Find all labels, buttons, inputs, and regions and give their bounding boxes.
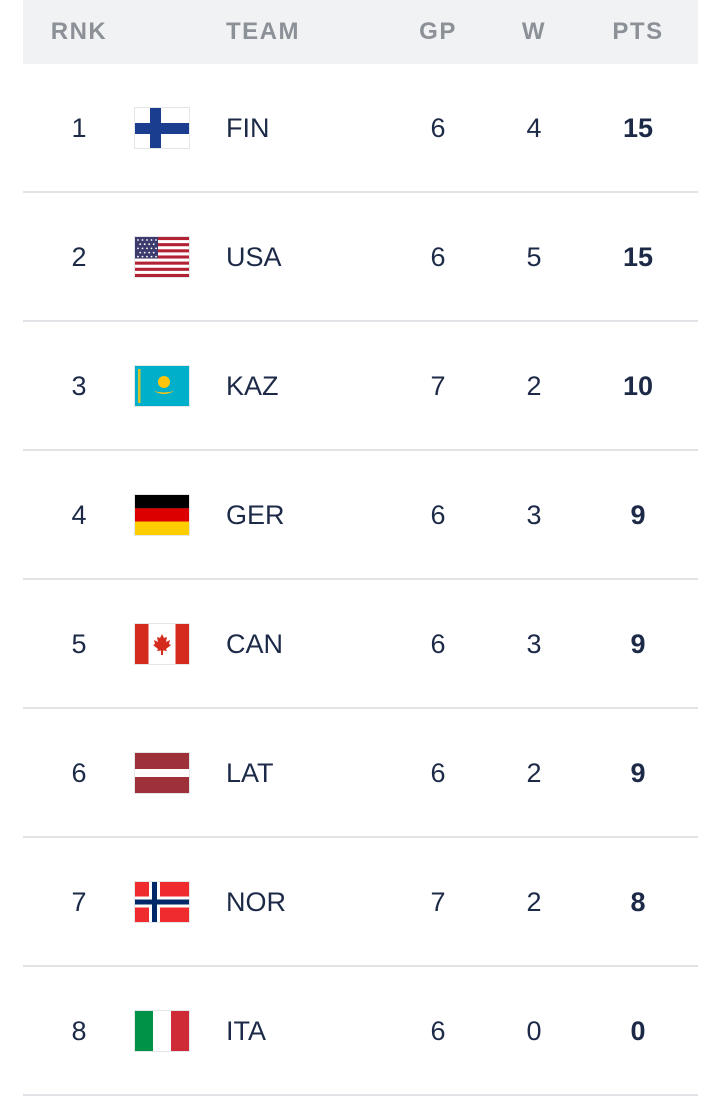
- games-played-cell: 6: [430, 112, 446, 143]
- finland-flag-icon: [135, 107, 189, 148]
- norway-flag-icon: [135, 881, 189, 922]
- games-played-cell: 7: [430, 886, 446, 917]
- table-row[interactable]: 3 KAZ 7 2 10: [23, 322, 698, 451]
- wins-cell: 3: [526, 628, 542, 659]
- header-team[interactable]: TEAM: [226, 18, 300, 45]
- team-cell[interactable]: ITA: [226, 1015, 266, 1046]
- table-row[interactable]: 1 FIN 6 4 15: [23, 64, 698, 193]
- team-cell[interactable]: USA: [226, 241, 282, 272]
- standings-table: RNK TEAM GP W PTS 1 FIN 6 4 15 2: [23, 0, 698, 1096]
- points-cell: 0: [630, 1015, 646, 1046]
- canada-flag-icon: [135, 623, 189, 664]
- points-cell: 15: [622, 241, 654, 272]
- wins-cell: 5: [526, 241, 542, 272]
- header-games-played[interactable]: GP: [419, 18, 457, 45]
- wins-cell: 2: [526, 370, 542, 401]
- points-cell: 9: [630, 499, 646, 530]
- wins-cell: 0: [526, 1015, 542, 1046]
- wins-cell: 3: [526, 499, 542, 530]
- rank-cell: 2: [71, 241, 87, 272]
- table-row[interactable]: 8 ITA 6 0 0: [23, 967, 698, 1096]
- team-cell[interactable]: FIN: [226, 112, 270, 143]
- points-cell: 8: [630, 886, 646, 917]
- header-wins[interactable]: W: [521, 18, 547, 45]
- table-row[interactable]: 2 USA 6 5: [23, 193, 698, 322]
- points-cell: 10: [622, 370, 654, 401]
- team-cell[interactable]: CAN: [226, 628, 284, 659]
- points-cell: 15: [622, 112, 654, 143]
- rank-cell: 7: [71, 886, 87, 917]
- rank-cell: 8: [71, 1015, 87, 1046]
- italy-flag-icon: [135, 1010, 189, 1051]
- table-row[interactable]: 7 NOR 7 2 8: [23, 838, 698, 967]
- wins-cell: 4: [526, 112, 542, 143]
- latvia-flag-icon: [135, 752, 189, 793]
- rank-cell: 4: [71, 499, 87, 530]
- rank-cell: 6: [71, 757, 87, 788]
- team-cell[interactable]: LAT: [226, 757, 274, 788]
- header-rank[interactable]: RNK: [50, 18, 108, 45]
- wins-cell: 2: [526, 886, 542, 917]
- games-played-cell: 6: [430, 1015, 446, 1046]
- germany-flag-icon: [135, 494, 189, 535]
- team-cell[interactable]: GER: [226, 499, 285, 530]
- table-row[interactable]: 5 CAN 6 3 9: [23, 580, 698, 709]
- team-cell[interactable]: KAZ: [226, 370, 279, 401]
- table-row[interactable]: 6 LAT 6 2 9: [23, 709, 698, 838]
- wins-cell: 2: [526, 757, 542, 788]
- games-played-cell: 7: [430, 370, 446, 401]
- games-played-cell: 6: [430, 757, 446, 788]
- header-points[interactable]: PTS: [612, 18, 664, 45]
- usa-flag-icon: [135, 236, 189, 277]
- games-played-cell: 6: [430, 499, 446, 530]
- table-header: RNK TEAM GP W PTS: [23, 0, 698, 64]
- games-played-cell: 6: [430, 241, 446, 272]
- points-cell: 9: [630, 757, 646, 788]
- games-played-cell: 6: [430, 628, 446, 659]
- table-row[interactable]: 4 GER 6 3 9: [23, 451, 698, 580]
- rank-cell: 3: [71, 370, 87, 401]
- team-cell[interactable]: NOR: [226, 886, 286, 917]
- rank-cell: 1: [71, 112, 87, 143]
- points-cell: 9: [630, 628, 646, 659]
- rank-cell: 5: [71, 628, 87, 659]
- kazakhstan-flag-icon: [135, 365, 189, 406]
